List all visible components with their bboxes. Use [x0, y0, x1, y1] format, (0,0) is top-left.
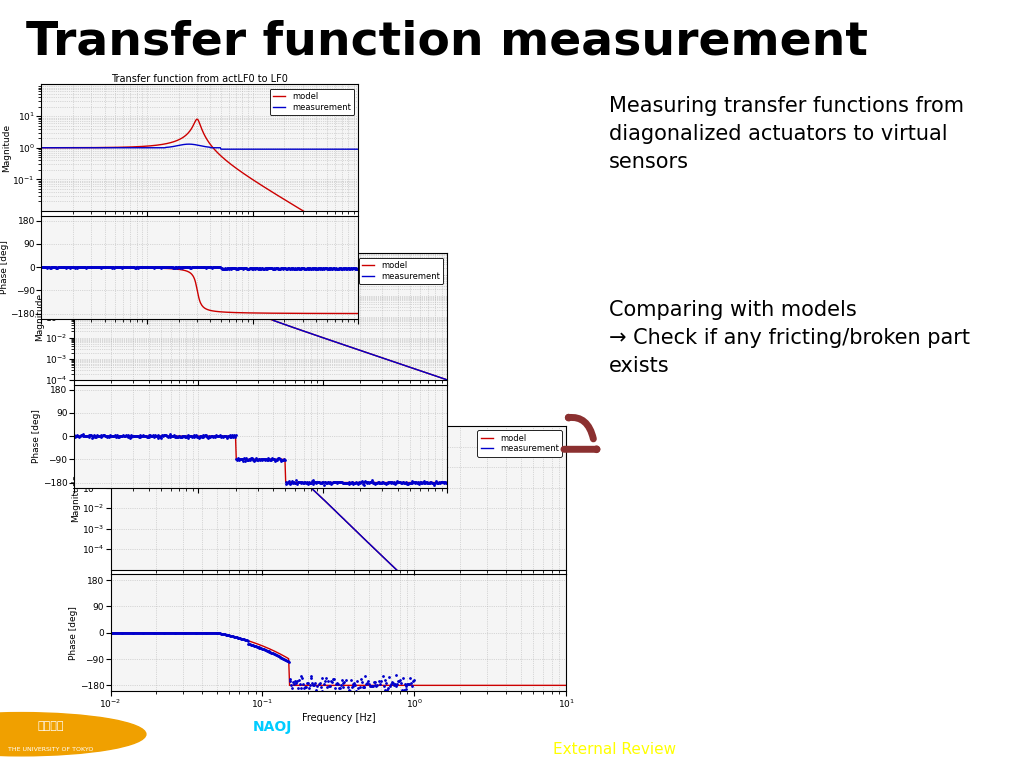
Legend: model, measurement: model, measurement [358, 257, 443, 284]
Text: 16: 16 [970, 713, 1024, 755]
Text: NAOJ: NAOJ [253, 720, 292, 734]
Text: External Review: External Review [553, 742, 676, 756]
Y-axis label: Magnitude: Magnitude [35, 293, 44, 341]
Text: Measuring transfer functions from
diagonalized actuators to virtual
sensors: Measuring transfer functions from diagon… [609, 96, 965, 172]
Legend: model, measurement: model, measurement [269, 88, 354, 115]
Y-axis label: Phase [deg]: Phase [deg] [33, 409, 41, 463]
Text: National Astronomical
Observatory of Japan: National Astronomical Observatory of Jap… [242, 746, 303, 756]
Y-axis label: Magnitude: Magnitude [72, 474, 81, 522]
Text: 東京大学: 東京大学 [37, 721, 63, 731]
Circle shape [0, 713, 146, 756]
Y-axis label: Magnitude: Magnitude [2, 124, 11, 172]
Y-axis label: Phase [deg]: Phase [deg] [70, 606, 78, 660]
Text: Transfer function measurement: Transfer function measurement [26, 19, 867, 65]
Text: Takanori Sekiguchi: Takanori Sekiguchi [543, 717, 686, 732]
Text: ICRR: ICRR [147, 727, 187, 742]
X-axis label: Frequency [Hz]: Frequency [Hz] [302, 713, 375, 723]
Title: Transfer function from actTF0 to TF0: Transfer function from actTF0 to TF0 [172, 243, 349, 253]
Title: Transfer function from actYF0 to YF0: Transfer function from actYF0 to YF0 [250, 415, 427, 425]
Y-axis label: Phase [deg]: Phase [deg] [0, 240, 8, 294]
Title: Transfer function from actLF0 to LF0: Transfer function from actLF0 to LF0 [112, 74, 288, 84]
Text: THE UNIVERSITY OF TOKYO: THE UNIVERSITY OF TOKYO [8, 746, 93, 752]
Legend: model, measurement: model, measurement [477, 430, 562, 457]
Text: Comparing with models
→ Check if any fricting/broken part
exists: Comparing with models → Check if any fri… [609, 300, 971, 376]
